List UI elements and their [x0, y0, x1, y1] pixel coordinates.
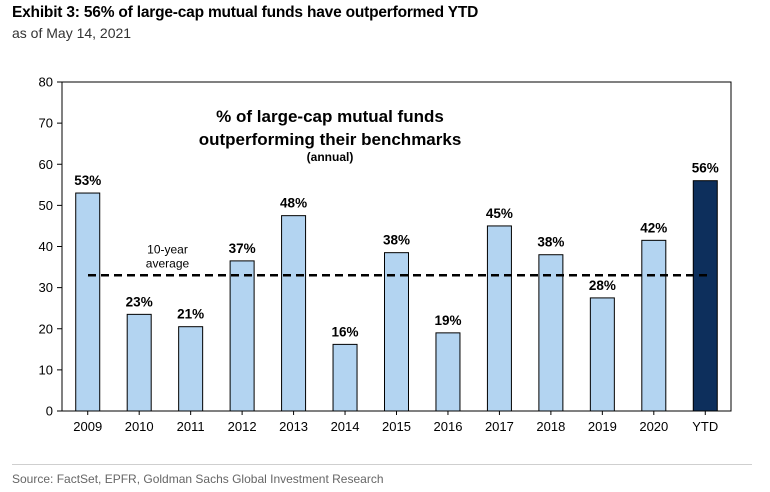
y-tick-label: 50 [39, 198, 53, 213]
value-label: 48% [280, 196, 307, 211]
bar-2019 [589, 297, 615, 412]
x-tick-label: 2017 [485, 419, 514, 434]
bar-2010 [126, 313, 152, 412]
value-label: 16% [332, 324, 359, 339]
bar-chart: 0 10 20 30 40 50 60 70 80 2009 2010 2011 2012 2013 20… [39, 75, 732, 434]
x-tick-label: 2019 [588, 419, 617, 434]
average-line-label: average [146, 256, 190, 270]
value-label: 23% [126, 294, 153, 309]
y-tick-label: 70 [39, 116, 53, 131]
value-label: 45% [486, 206, 513, 221]
value-label: 53% [74, 173, 101, 188]
y-tick-label: 40 [39, 239, 53, 254]
x-tick-label: 2010 [125, 419, 154, 434]
x-tick-label: 2020 [639, 419, 668, 434]
exhibit-subtitle: as of May 14, 2021 [12, 25, 132, 41]
chart-title-line-2: outperforming their benchmarks [199, 130, 462, 149]
value-label: 38% [537, 235, 564, 250]
bar-2011 [178, 326, 204, 412]
y-tick-label: 30 [39, 280, 53, 295]
bar-2014 [332, 343, 358, 412]
y-tick-label: 0 [46, 404, 53, 419]
x-tick-label: 2014 [331, 419, 360, 434]
bar-2009 [75, 192, 101, 412]
x-tick-label: YTD [692, 419, 718, 434]
y-tick-label: 80 [39, 75, 53, 90]
source-note: Source: FactSet, EPFR, Goldman Sachs Glo… [12, 472, 384, 486]
x-tick-label: 2009 [73, 419, 102, 434]
value-label: 37% [229, 241, 256, 256]
bar-ytd [692, 180, 718, 412]
y-tick-label: 20 [39, 321, 53, 336]
footer-divider [12, 464, 752, 465]
value-label: 19% [434, 313, 461, 328]
bar-2015 [384, 252, 409, 412]
bar-2020 [641, 239, 667, 412]
x-tick-label: 2016 [434, 419, 463, 434]
exhibit-title: Exhibit 3: 56% of large-cap mutual funds… [12, 4, 479, 21]
x-tick-label: 2018 [536, 419, 565, 434]
x-tick-label: 2012 [228, 419, 257, 434]
x-tick-label: 2015 [382, 419, 411, 434]
chart-title-line-1: % of large-cap mutual funds [216, 107, 444, 126]
bar-2013 [281, 215, 307, 412]
value-label: 38% [383, 233, 410, 248]
x-tick-label: 2011 [177, 419, 205, 434]
bar-2016 [435, 332, 461, 412]
value-label: 21% [177, 307, 204, 322]
y-tick-label: 60 [39, 157, 53, 172]
bar-2017 [486, 225, 512, 412]
bar-2012 [229, 260, 255, 412]
average-line-label: 10-year [147, 242, 188, 256]
value-label: 42% [640, 220, 667, 235]
x-tick-label: 2013 [279, 419, 308, 434]
chart-subtitle: (annual) [307, 150, 354, 164]
value-label: 56% [692, 161, 719, 176]
bar-2018 [538, 254, 564, 412]
value-label: 28% [589, 278, 616, 293]
y-tick-label: 10 [39, 362, 53, 377]
